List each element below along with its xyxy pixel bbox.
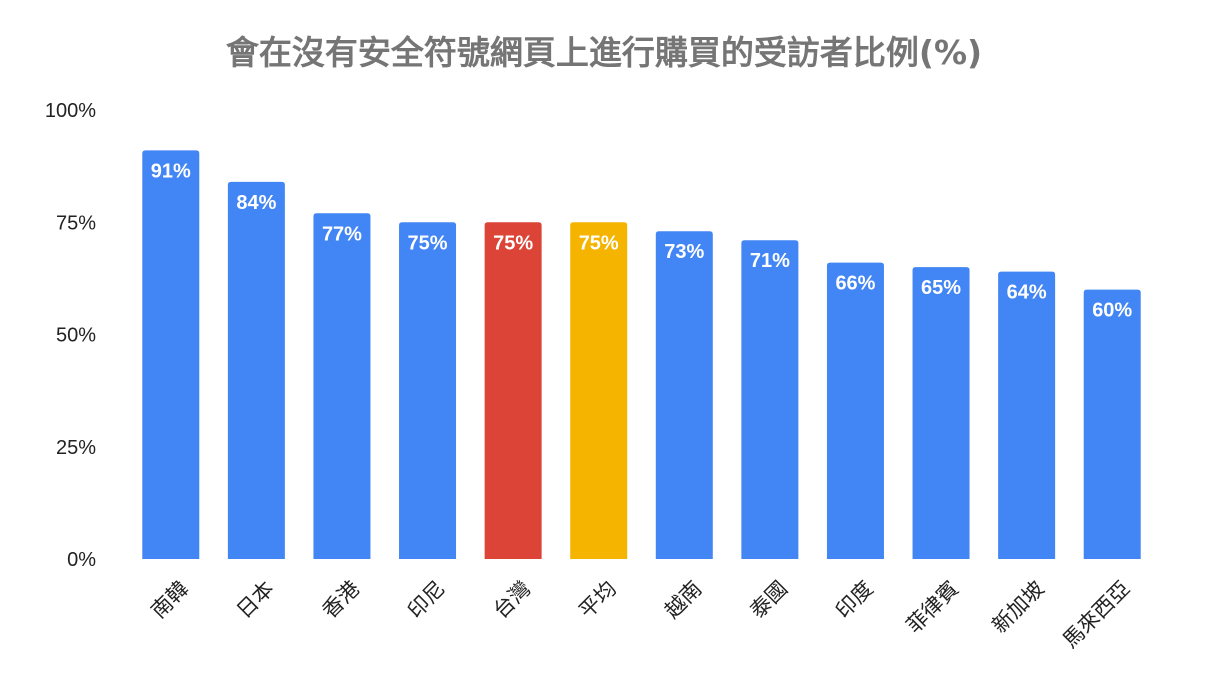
x-tick-label: 新加坡 [987,576,1049,638]
bar [399,222,457,559]
bar [826,262,884,559]
bar [655,231,713,560]
bar [227,181,285,559]
data-label: 60% [1092,300,1132,322]
bar [484,222,542,559]
data-label: 75% [493,232,533,254]
y-tick-label: 25% [56,437,96,459]
x-tick-label: 台灣 [489,576,536,623]
y-tick-label: 50% [56,325,96,347]
x-tick-label: 香港 [318,576,365,623]
chart-title: 會在沒有安全符號網頁上進行購買的受訪者比例(%) [226,33,982,72]
x-tick-label: 越南 [660,576,707,623]
data-label: 64% [1007,282,1047,304]
y-axis: 0% 25% 50% 75% 100% [45,100,96,571]
data-label: 91% [151,160,191,182]
x-tick-label: 菲律賓 [902,576,964,638]
x-tick-label: 印尼 [403,576,450,623]
data-label: 73% [664,241,704,263]
data-label: 84% [236,192,276,214]
x-tick-label: 平均 [574,576,621,623]
data-label: 75% [408,232,448,254]
y-tick-label: 75% [56,212,96,234]
bar [741,240,799,559]
bar [912,267,970,559]
x-tick-label: 印度 [831,576,878,623]
x-tick-label: 泰國 [745,576,792,623]
x-tick-label: 馬來西亞 [1058,576,1134,652]
bar [1083,289,1141,559]
bar [313,213,371,559]
y-tick-label: 100% [45,100,96,122]
data-label: 65% [921,277,961,299]
x-tick-label: 南韓 [146,576,193,623]
data-label: 71% [750,250,790,272]
bars-group: 91% 84% 77% 75% 75% 75% 73% 71% 66% 65% 64% 60% [142,150,1141,560]
bar [570,222,628,559]
x-axis: 南韓 日本 香港 印尼 台灣 平均 越南 泰國 印度 菲律賓 新加坡 馬來西亞 [146,576,1134,652]
bar [998,271,1056,559]
y-tick-label: 0% [67,549,96,571]
data-label: 77% [322,223,362,245]
data-label: 75% [579,232,619,254]
data-label: 66% [835,273,875,295]
bar [142,150,200,559]
x-tick-label: 日本 [232,576,279,623]
